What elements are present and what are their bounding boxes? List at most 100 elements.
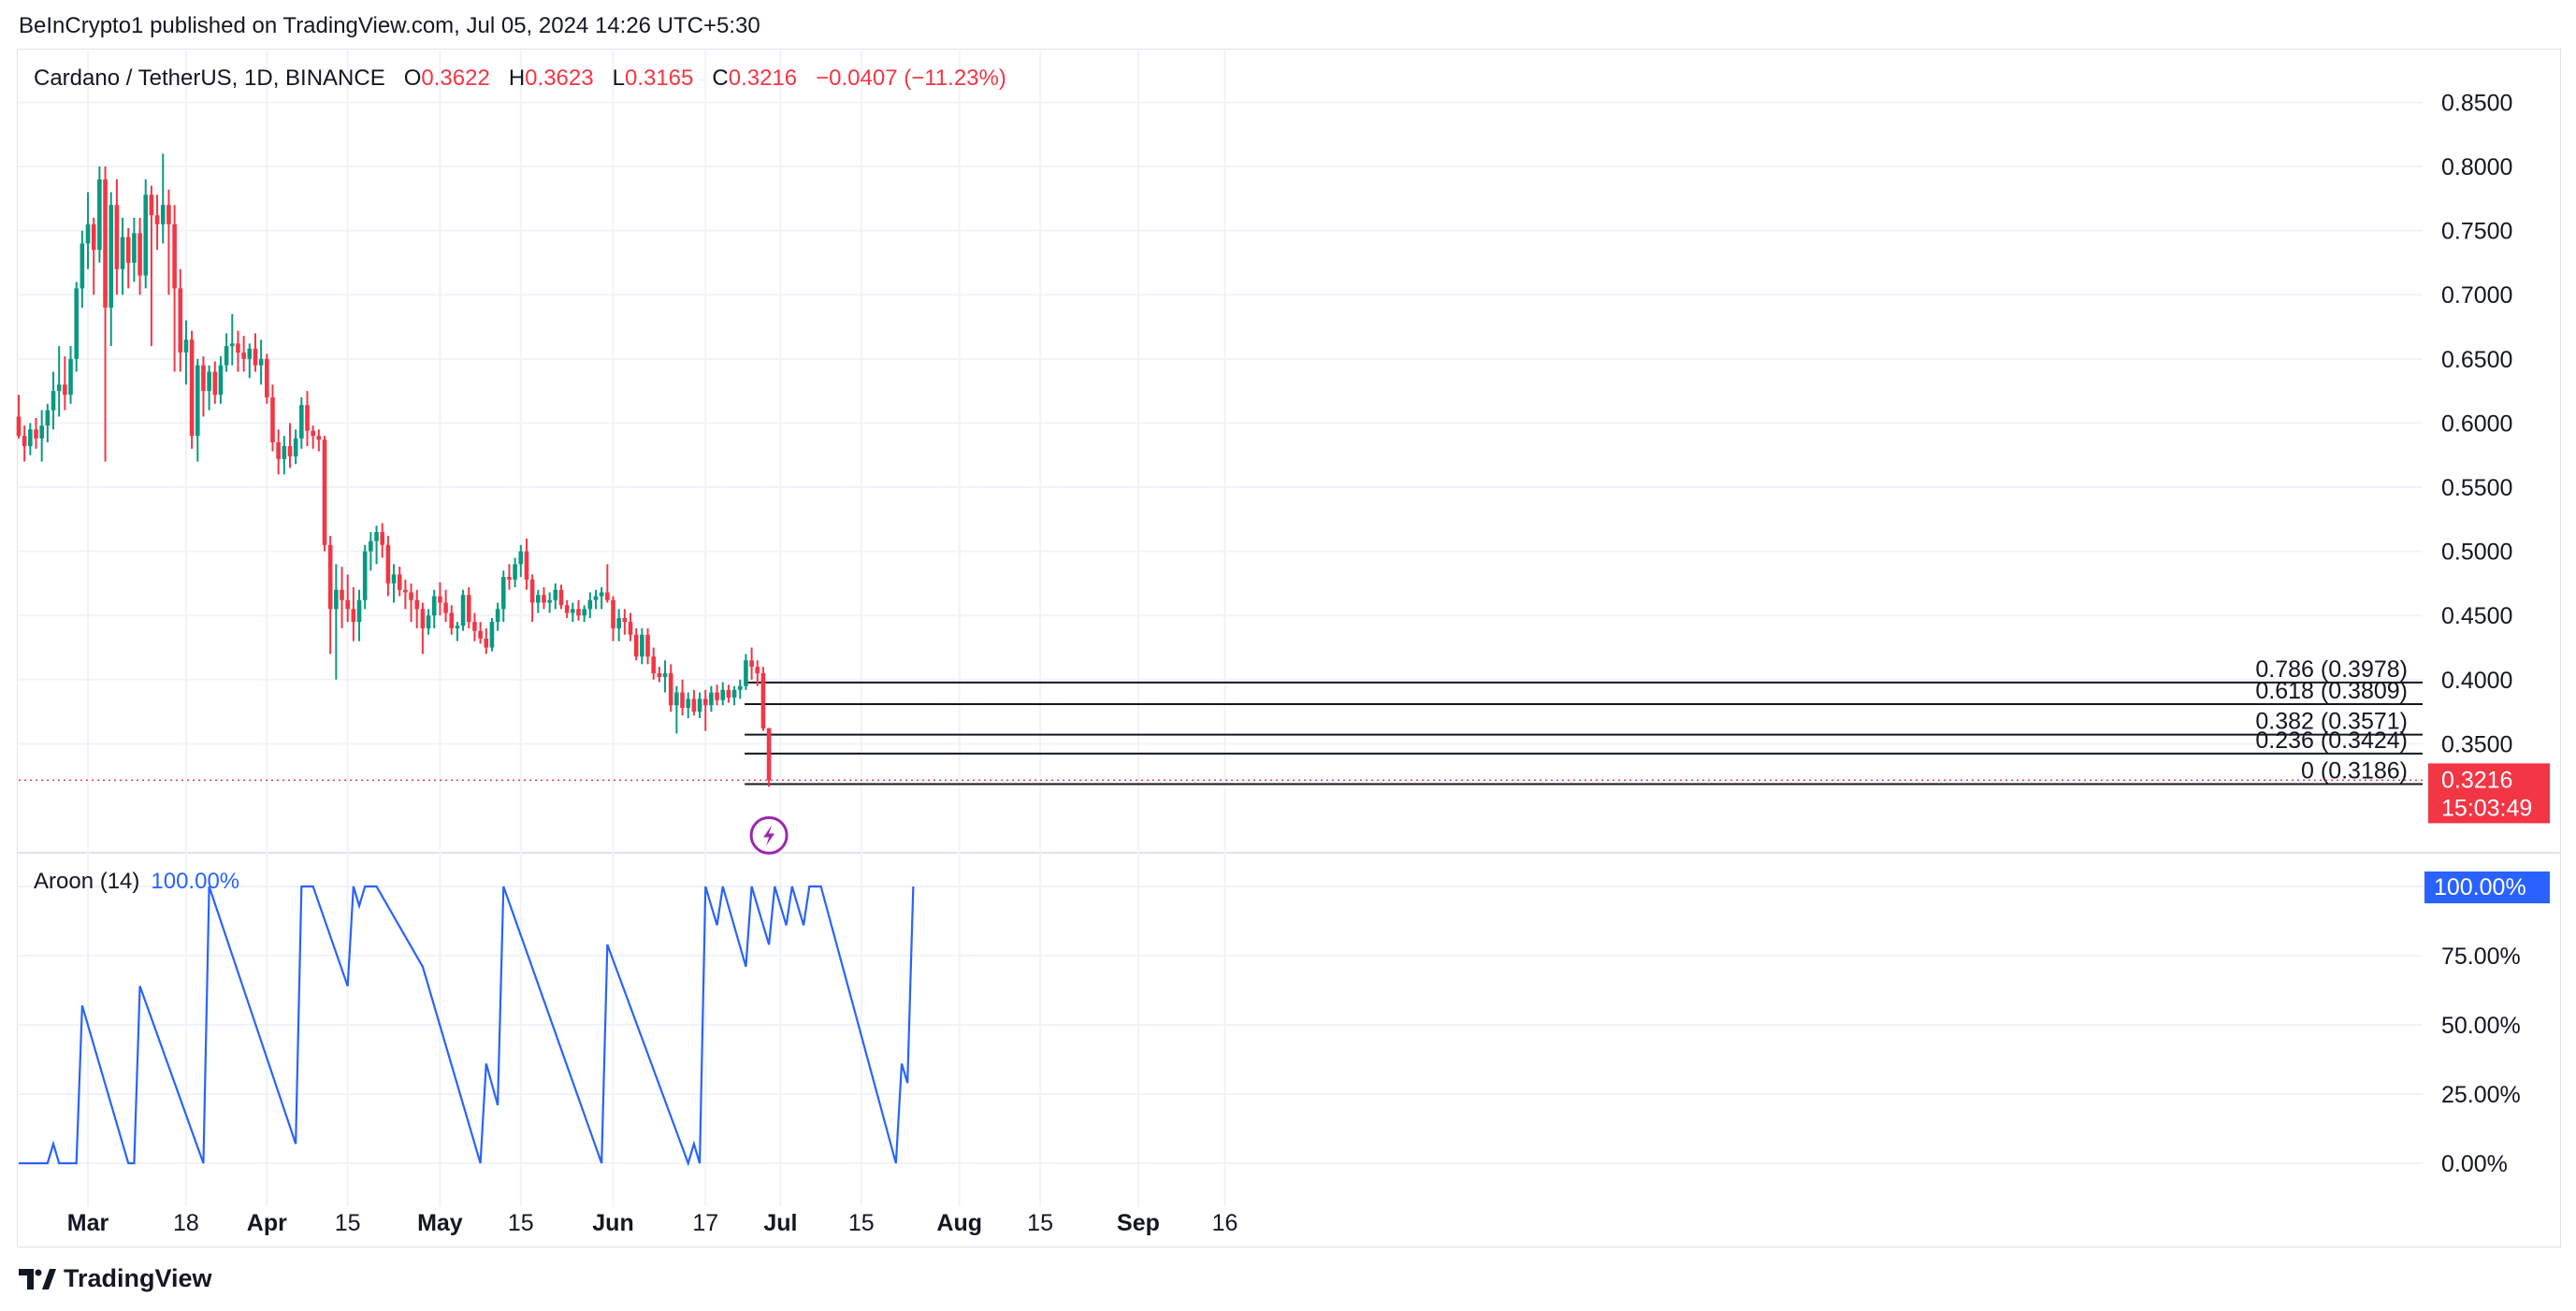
candle-body — [455, 626, 460, 628]
close-label: C — [712, 65, 729, 91]
candle-body — [495, 609, 500, 623]
candle-body — [385, 544, 391, 583]
candle-body — [178, 288, 183, 353]
candle-body — [327, 544, 333, 610]
candle-body — [103, 179, 108, 308]
candle-body — [120, 237, 125, 269]
price-tick-label: 0.6500 — [2441, 347, 2512, 373]
candle-body — [651, 656, 656, 673]
candle-body — [542, 595, 546, 603]
time-tick-label: Apr — [247, 1210, 287, 1236]
candle-body — [270, 396, 275, 442]
candle-body — [489, 622, 495, 648]
time-tick-label: 17 — [692, 1210, 718, 1236]
candle-body — [571, 609, 575, 613]
aroon-tick-label: 50.00% — [2441, 1013, 2521, 1039]
symbol-title: Cardano / TetherUS, 1D, BINANCE — [34, 65, 385, 91]
candle-body — [229, 343, 235, 347]
aroon-value: 100.00% — [151, 869, 240, 894]
candle-body — [536, 595, 541, 603]
candle-body — [305, 405, 310, 431]
tradingview-logo-icon — [19, 1268, 56, 1289]
time-tick-label: 15 — [848, 1210, 875, 1236]
candle-body — [587, 599, 593, 610]
time-tick-label: Jun — [592, 1210, 633, 1236]
candle-body — [616, 617, 621, 628]
candle-body — [744, 660, 748, 686]
candle-body — [524, 551, 529, 580]
candle-body — [265, 358, 269, 397]
candle-body — [345, 599, 350, 610]
high-value: 0.3623 — [525, 65, 594, 91]
published-by-line: BeInCrypto1 published on TradingView.com… — [19, 13, 760, 38]
aroon-line — [19, 885, 915, 1167]
candle-body — [500, 577, 506, 610]
candle-body — [218, 365, 224, 396]
candle-body — [195, 365, 200, 437]
price-tick-label: 0.3500 — [2441, 731, 2512, 757]
candle-body — [97, 179, 102, 251]
tradingview-brand: TradingView — [64, 1264, 212, 1292]
candle-body — [611, 599, 615, 628]
price-tick-label: 0.4000 — [2441, 668, 2512, 694]
candle-body — [16, 416, 22, 437]
candle-body — [311, 430, 315, 437]
candle-body — [63, 384, 67, 396]
aroon-title: Aroon (14) — [34, 869, 140, 894]
candle-body — [287, 446, 293, 457]
candle-body — [760, 672, 766, 728]
aroon-value-badge — [2424, 872, 2550, 903]
tradingview-footer[interactable]: TradingView — [19, 1264, 212, 1293]
candle-body — [132, 233, 137, 263]
symbol-legend[interactable]: Cardano / TetherUS, 1D, BINANCE O0.3622 … — [34, 65, 1006, 92]
candle-body — [85, 223, 91, 244]
candle-body — [564, 605, 570, 613]
candle-body — [356, 599, 362, 623]
fib-level-label: 0.236 (0.3424) — [2255, 728, 2408, 754]
candle-body — [409, 592, 413, 600]
candle-body — [403, 589, 408, 593]
time-tick-label: 15 — [335, 1210, 361, 1236]
fib-level-label: 0.618 (0.3809) — [2255, 678, 2408, 704]
candle-body — [513, 564, 517, 580]
price-tick-label: 0.5000 — [2441, 540, 2512, 566]
candle-body — [362, 551, 368, 600]
candle-body — [276, 442, 281, 459]
candle-body — [547, 599, 552, 603]
price-tick-label: 0.8000 — [2441, 154, 2512, 180]
price-tick-label: 0.5500 — [2441, 475, 2512, 501]
countdown-label: 15:03:49 — [2441, 795, 2532, 821]
candle-body — [299, 405, 304, 439]
fib-level-label: 0.786 (0.3978) — [2255, 656, 2408, 683]
candle-body — [414, 599, 420, 610]
candle-body — [628, 622, 633, 635]
candle-body — [576, 609, 581, 616]
candlestick-series — [16, 153, 772, 787]
candle-body — [709, 692, 714, 706]
candle-body — [737, 685, 743, 690]
candle-body — [183, 339, 189, 353]
candle-body — [674, 692, 679, 706]
candle-body — [657, 672, 662, 678]
candle-body — [241, 352, 246, 359]
candle-body — [680, 692, 685, 708]
candle-body — [605, 592, 610, 600]
candle-body — [529, 579, 535, 603]
candle-body — [80, 243, 85, 289]
candle-body — [472, 622, 477, 631]
aroon-legend[interactable]: Aroon (14) 100.00% — [34, 869, 239, 895]
candle-body — [397, 574, 402, 590]
candle-body — [622, 617, 628, 623]
time-axis: Mar 18 Apr 15 May 15 Jun 17 Jul 15 Aug 15 Sep 16 — [67, 1210, 1238, 1236]
price-tick-label: 0.4500 — [2441, 603, 2512, 629]
last-price-label: 0.3216 — [2441, 767, 2512, 793]
candle-body — [172, 223, 177, 289]
time-tick-label: Sep — [1117, 1210, 1160, 1236]
aroon-series — [19, 885, 915, 1167]
candle-body — [438, 596, 442, 603]
candle-body — [460, 595, 466, 627]
low-value: 0.3165 — [624, 65, 694, 91]
candle-body — [431, 596, 437, 616]
candle-body — [484, 638, 489, 648]
